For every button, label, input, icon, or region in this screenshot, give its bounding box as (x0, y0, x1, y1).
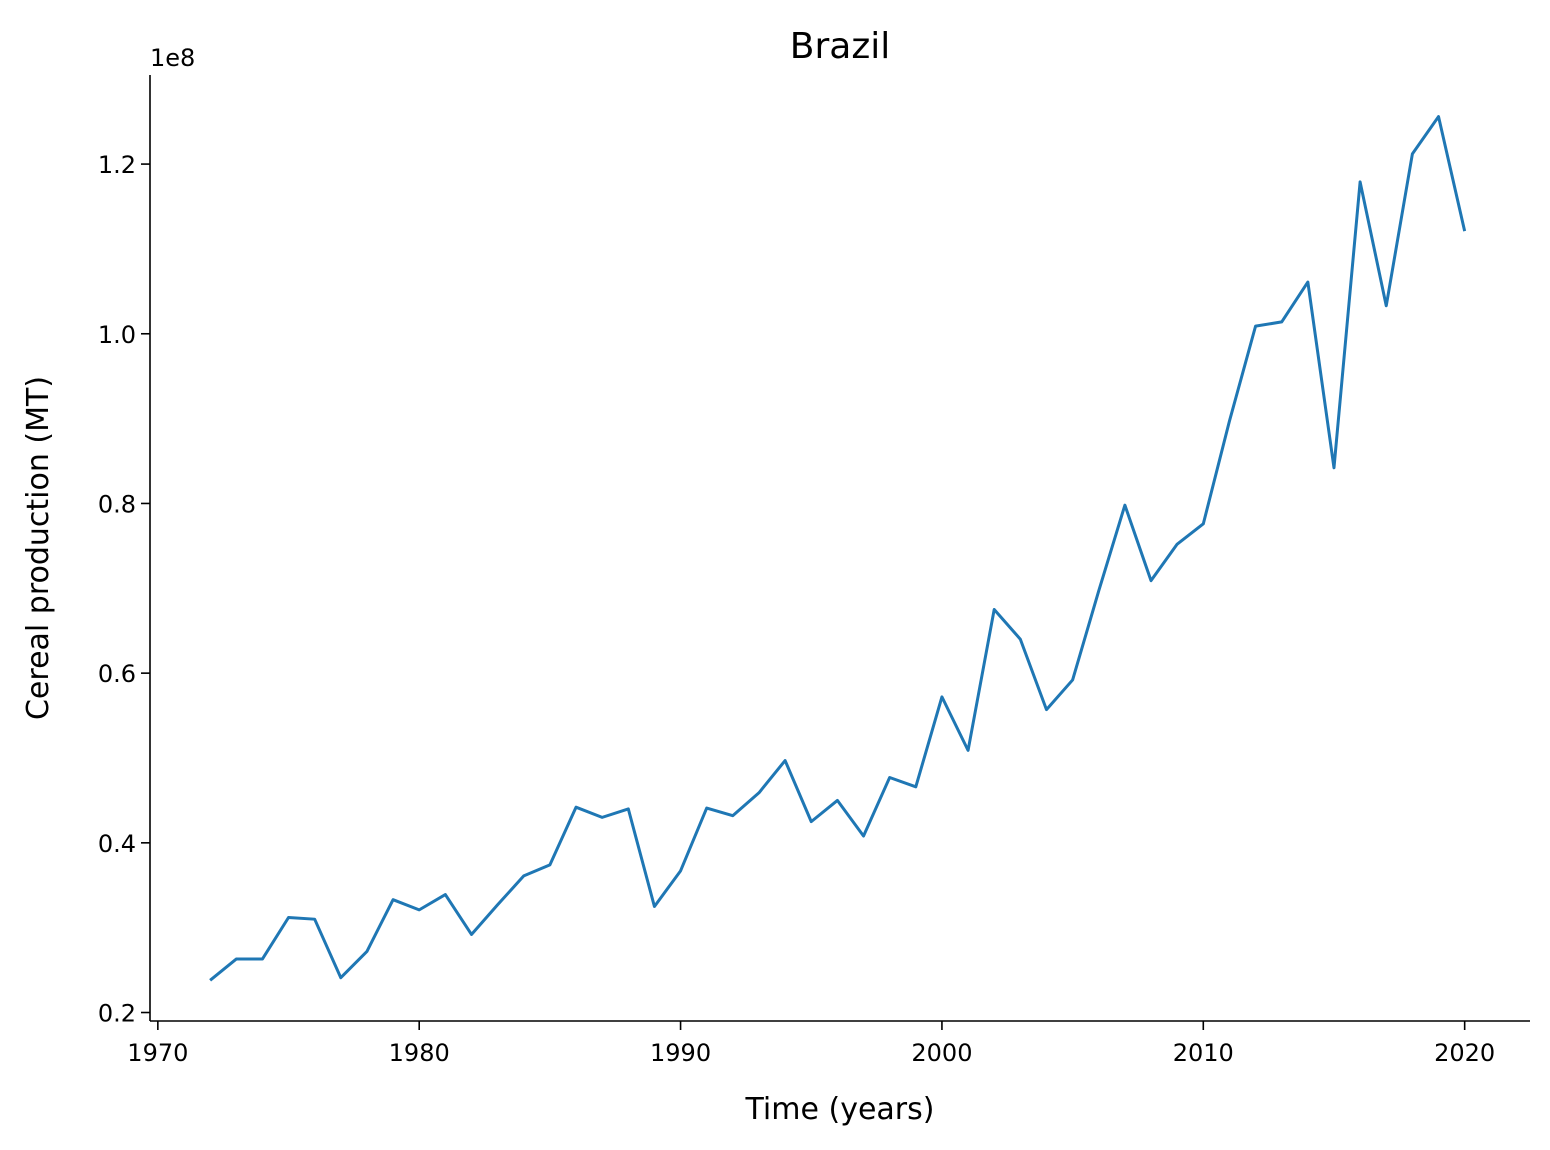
x-tick-label: 2010 (1173, 1039, 1234, 1067)
x-tick-label: 2000 (911, 1039, 972, 1067)
x-tick-label: 1990 (650, 1039, 711, 1067)
y-tick-label: 0.2 (98, 1000, 136, 1028)
y-tick-label: 1.0 (98, 321, 136, 349)
chart-title: Brazil (790, 26, 890, 67)
series-line-brazil (209, 115, 1467, 982)
x-tick-label: 2020 (1434, 1039, 1495, 1067)
y-axis-title: Cereal production (MT) (21, 376, 56, 720)
y-tick-label: 0.8 (98, 490, 136, 518)
x-tick-label: 1970 (127, 1039, 188, 1067)
y-axis-offset-label: 1e8 (150, 44, 195, 72)
x-axis-ticks: 1970 1980 1990 2000 2010 2020 (127, 1021, 1495, 1067)
y-tick-label: 0.6 (98, 660, 136, 688)
x-axis-title: Time (years) (745, 1092, 935, 1127)
y-axis-ticks: 0.2 0.4 0.6 0.8 1.0 1.2 (98, 151, 150, 1028)
x-tick-label: 1980 (389, 1039, 450, 1067)
y-tick-label: 1.2 (98, 151, 136, 179)
y-tick-label: 0.4 (98, 830, 136, 858)
plot-area: 1970 1980 1990 2000 2010 2020 0.2 0.4 0.6 0.8 1.0… (98, 75, 1530, 1067)
